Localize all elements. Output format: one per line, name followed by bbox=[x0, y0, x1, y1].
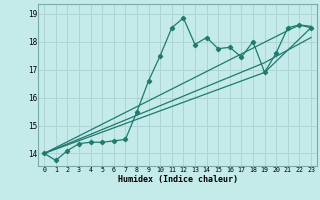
X-axis label: Humidex (Indice chaleur): Humidex (Indice chaleur) bbox=[118, 175, 238, 184]
